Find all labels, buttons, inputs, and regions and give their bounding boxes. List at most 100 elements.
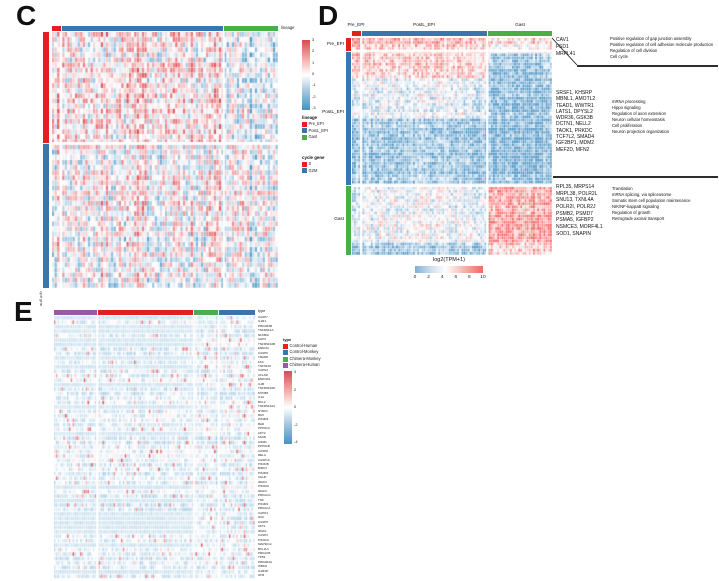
panel-d-column-label-postl-epi: PostL_EPI — [413, 22, 435, 27]
gene-label: AKT1 — [258, 524, 266, 529]
panel-c-colorbar — [302, 40, 310, 110]
panel-e-colorbar-ticks: 4 2 0 -2 -4 — [294, 370, 298, 444]
legend-swatch — [283, 343, 288, 349]
panel-e-label: E — [14, 296, 33, 327]
gene-label: ENDOG — [258, 346, 270, 351]
gene-label: NGF — [258, 515, 265, 520]
colorbar-tick: 3 — [312, 37, 315, 42]
colorbar-tick: 0 — [413, 275, 417, 280]
annotation-segment-Pre_EPI — [346, 38, 351, 51]
gene-label: RPL35, MRPS14 — [556, 184, 595, 190]
gene-label: TAOK1, PRKDC — [556, 127, 593, 134]
go-term: Neuron cellular homeostasis — [612, 117, 665, 123]
panel-e-heatmap — [54, 316, 255, 579]
legend-item: Control-Monkey — [283, 350, 321, 355]
go-term: Positive regulation of gap junction asse… — [610, 36, 692, 41]
gene-label: IL1RAP — [258, 568, 269, 573]
gene-label: CAPN2 — [258, 368, 269, 373]
gene-label: SNU13, TXNL4A — [556, 197, 594, 204]
gene-label: MAP3K14 — [258, 542, 272, 547]
gene-label: PPP3CA — [258, 426, 270, 431]
panel-d-label: D — [318, 0, 339, 31]
go-term: Neuron projection organization — [612, 129, 670, 135]
gene-label: PRKACA — [258, 506, 271, 511]
gene-label: PRKAR2A — [258, 559, 273, 564]
annotation-segment-Gast — [346, 186, 351, 255]
gene-label: CAV1 — [556, 37, 569, 43]
legend-items: S G2M — [302, 162, 324, 174]
colorbar-tick: 2 — [294, 386, 297, 392]
annotation-segment-Control-Monkey — [219, 310, 255, 315]
gene-label: IL1A — [258, 395, 265, 400]
gene-label: CASP10 — [258, 457, 270, 462]
gene-label: TNFRSF10A — [258, 404, 276, 409]
legend-title: type — [283, 337, 292, 342]
annotation-segment-Chimera-Monkey — [193, 310, 219, 315]
panel-d-row-label-gast: Gast — [334, 216, 344, 221]
gene-label: SRSF1, KHSRP — [556, 90, 593, 96]
panel-e-type-legend: type Control-Human Control-Monkey Chimera-… — [283, 338, 321, 370]
gene-label: WDR36, GSK3B — [556, 115, 593, 122]
colorbar-tick: 8 — [468, 275, 471, 280]
panel-e-column-annotation-title: type — [258, 309, 266, 313]
gene-label: IRAK4 — [258, 479, 267, 484]
panel-c-colorbar-ticks: 3 2 1 0 -1 -2 -3 — [312, 38, 316, 110]
colorbar-tick: -1 — [312, 82, 316, 88]
colorbar-tick: 2 — [427, 275, 430, 280]
colorbar-tick: 4 — [294, 369, 297, 374]
gene-label: PSMA5, IGFBP2 — [556, 217, 594, 224]
panel-c-column-annotation-title: lineage — [281, 25, 295, 30]
gene-label: TNFSF10 — [258, 363, 272, 368]
legend-label: Chimera-Monkey — [289, 355, 321, 361]
gene-label: TRADD — [258, 355, 269, 360]
annotation-segment-PostL_EPI — [361, 31, 487, 36]
gene-label: TP53 — [258, 555, 266, 560]
colorbar-tick: 6 — [454, 275, 458, 280]
gene-label: FADD — [258, 435, 267, 440]
panel-c-cycle-gene-legend: cycle gene S G2M — [302, 155, 324, 175]
legend-item: G2M — [302, 168, 324, 174]
panel-d-heatmap — [352, 38, 552, 255]
go-term: Cell cycle — [610, 53, 628, 59]
go-term: Regulation of growth — [612, 210, 651, 216]
colorbar-tick: 2 — [312, 48, 315, 54]
legend-swatch — [283, 356, 288, 362]
panel-c-row-axis-title: cycle gene — [39, 291, 44, 307]
gene-label: IGF2BP1, MDM2 — [556, 140, 595, 147]
legend-item: S — [302, 162, 324, 167]
panel-d-go3-genes: RPL35, MRPS14 MRPL38, POLR2L SNU13, TXNL4A… — [556, 184, 603, 238]
colorbar-tick: 0 — [294, 404, 297, 409]
gene-label: PIK3R2 — [258, 470, 269, 475]
gene-label: FAS — [258, 359, 264, 364]
gene-label: PRKAR2B — [258, 323, 273, 328]
legend-item: PostL_EPI — [302, 128, 328, 134]
colorbar-tick: -4 — [294, 439, 298, 444]
colorbar-tick: 1 — [312, 59, 315, 65]
go-term: mRNA splicing, via spliceosome — [612, 192, 672, 198]
annotation-segment-Control-Human — [97, 310, 193, 315]
gene-label: BIRC3 — [258, 466, 267, 471]
annotation-segment-PostL_EPI — [61, 26, 224, 31]
legend-item: Chimera-Human — [283, 363, 321, 368]
gene-label: RELA — [258, 453, 266, 458]
gene-label: MRPL41 — [556, 51, 576, 57]
gene-label: TNFRSF10B — [258, 341, 276, 346]
panel-e-column-annotation-bar — [54, 310, 255, 315]
gene-label: IRAK1 — [258, 528, 267, 533]
colorbar-tick: 0 — [312, 70, 315, 76]
gene-label: BCL2 — [258, 399, 266, 404]
gene-label: TNF — [258, 497, 264, 502]
gene-label: PIK3CD — [258, 484, 269, 489]
legend-label: Pre_EPI — [308, 121, 324, 127]
gene-label: DCTN1, NELL2 — [556, 121, 591, 128]
gene-label: TNFRSF1A — [258, 328, 274, 333]
gene-label: CASP8 — [258, 448, 268, 453]
panel-c-heatmap — [52, 32, 278, 288]
legend-swatch — [302, 161, 307, 167]
go-term: Retrograde axonal transport — [612, 216, 665, 222]
panel-d-go3-terms: Translation mRNA splicing, via spliceosom… — [612, 186, 690, 223]
gene-label: CFLAR — [258, 372, 268, 377]
gene-label: PIK3R3 — [258, 417, 269, 422]
gene-label: MRPL38, POLR2L — [556, 190, 598, 197]
